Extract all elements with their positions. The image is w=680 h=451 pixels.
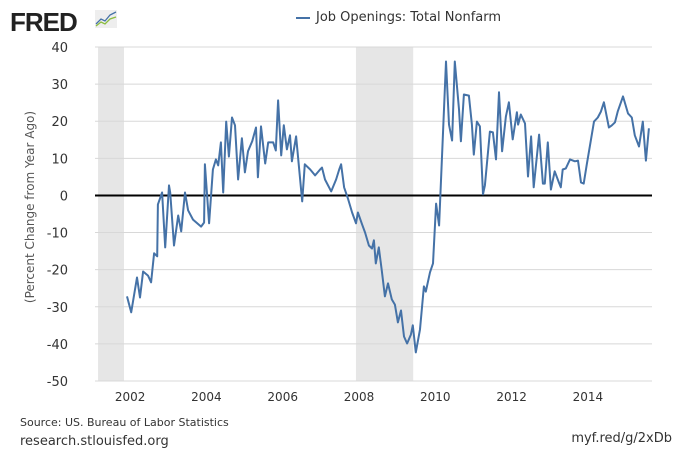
x-tick-label: 2012 xyxy=(496,390,527,404)
y-tick-label: 30 xyxy=(51,78,68,93)
x-tick-label: 2008 xyxy=(344,390,375,404)
x-tick-label: 2002 xyxy=(115,390,146,404)
y-tick-label: -20 xyxy=(47,264,68,279)
recession-band xyxy=(98,47,124,381)
fred-chart-icon xyxy=(95,10,117,28)
legend: Job Openings: Total Nonfarm xyxy=(296,10,501,25)
legend-label: Job Openings: Total Nonfarm xyxy=(316,10,502,25)
x-tick-label: 2010 xyxy=(420,390,451,404)
site-link[interactable]: research.stlouisfed.org xyxy=(20,434,169,449)
y-tick-label: -40 xyxy=(47,338,68,353)
y-tick-label: 10 xyxy=(51,152,68,167)
y-tick-label: -30 xyxy=(47,301,68,316)
x-tick-label: 2014 xyxy=(573,390,604,404)
recession-band xyxy=(355,47,414,381)
y-tick-label: 0 xyxy=(60,189,68,204)
short-link[interactable]: myf.red/g/2xDb xyxy=(571,431,672,446)
legend-swatch xyxy=(296,16,310,19)
series-line xyxy=(126,60,650,354)
y-tick-label: 20 xyxy=(51,115,68,130)
fred-logo: FRED xyxy=(10,7,78,37)
y-tick-label: 40 xyxy=(51,41,68,56)
y-tick-label: -50 xyxy=(47,375,68,390)
source-note: Source: US. Bureau of Labor Statistics xyxy=(20,416,229,429)
x-tick-label: 2006 xyxy=(267,390,298,404)
x-tick-label: 2004 xyxy=(191,390,222,404)
y-tick-label: -10 xyxy=(47,227,68,242)
